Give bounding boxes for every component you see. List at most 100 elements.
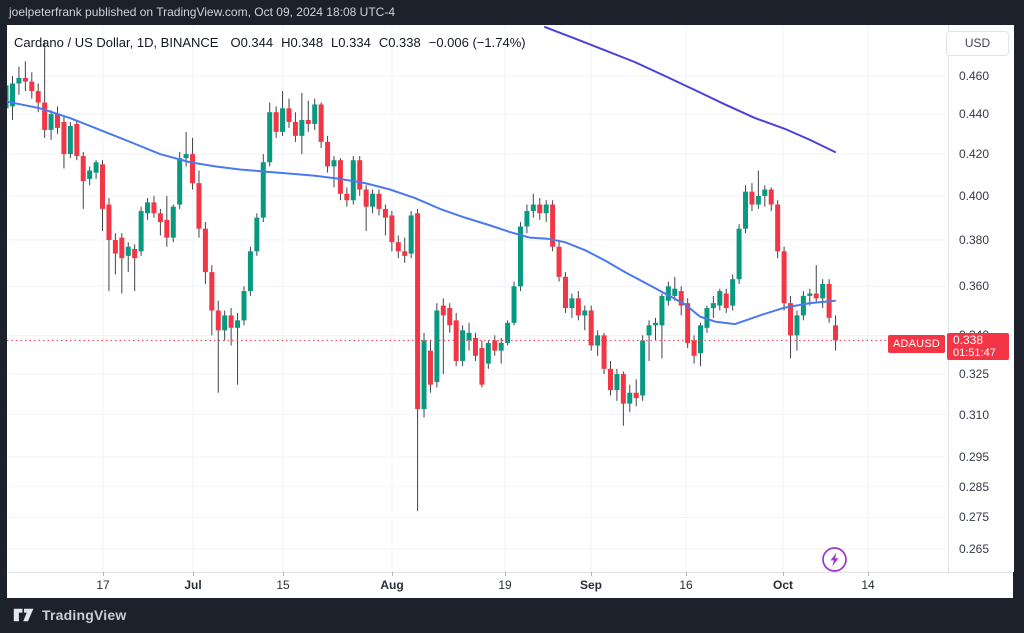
candle-body (678, 291, 684, 306)
candle-body (74, 123, 80, 157)
time-axis-label: Aug (380, 578, 404, 592)
time-axis-label: Oct (772, 578, 793, 592)
idea-flash-marker[interactable] (820, 545, 849, 574)
candle-body (665, 286, 671, 301)
candle-body (633, 392, 639, 399)
candle-body (267, 112, 273, 163)
last-price-axis-label: 0.338 01:51:47 (947, 333, 1009, 360)
candle-body (460, 330, 466, 361)
candle-body (55, 114, 61, 128)
candle-body (106, 204, 112, 240)
candle-body (620, 374, 626, 404)
candle-body (440, 305, 446, 316)
candle-body (247, 251, 253, 292)
candle-body (389, 215, 395, 243)
candle-body (794, 315, 800, 336)
candle-body (717, 291, 723, 306)
candle-body (466, 332, 472, 341)
candle-body (485, 342, 491, 364)
candle-body (755, 195, 761, 205)
candle-body (87, 170, 93, 179)
price-axis-label: 0.310 (959, 407, 990, 422)
candle-body (659, 295, 665, 326)
candle-body (370, 193, 376, 207)
candle-body (93, 162, 99, 173)
candle-body (434, 310, 440, 383)
candle-body (132, 249, 138, 259)
candle-body (537, 204, 543, 214)
currency-toggle-button[interactable]: USD (946, 31, 1009, 56)
time-axis-label: 17 (96, 578, 110, 592)
time-axis-label: 14 (861, 578, 875, 592)
candle-body (286, 108, 292, 122)
candle-body (607, 368, 613, 391)
candle-body (119, 237, 125, 259)
candle-body (736, 228, 742, 280)
publish-attribution-bar: joelpeterfrank published on TradingView.… (0, 0, 1024, 25)
candle-body (833, 325, 839, 341)
tradingview-link[interactable]: TradingView (13, 606, 126, 624)
ohlc-open: O0.344 (230, 35, 274, 50)
candle-body (241, 291, 247, 321)
time-axis-tick (783, 572, 784, 576)
candle-body (614, 374, 620, 391)
bar-countdown: 01:51:47 (953, 347, 996, 359)
candle-body (376, 193, 382, 209)
candle-body (125, 246, 131, 256)
price-axis-label: 0.295 (959, 450, 990, 465)
candlestick-chart[interactable] (7, 25, 948, 572)
candle-body (530, 204, 536, 212)
candle-body (22, 77, 28, 82)
ohlc-low: L0.334 (331, 35, 371, 50)
candle-body (775, 204, 781, 252)
candle-body (145, 202, 151, 214)
candle-body (35, 91, 41, 103)
price-axis-label: 0.265 (959, 542, 990, 557)
candle-body (807, 293, 813, 296)
price-axis-label: 0.440 (959, 107, 990, 122)
time-axis-tick (505, 572, 506, 576)
price-axis-label: 0.360 (959, 279, 990, 294)
candle-body (318, 104, 324, 142)
candle-body (698, 325, 704, 354)
tradingview-logo-icon (13, 608, 34, 622)
candle-body (762, 189, 768, 196)
candle-body (743, 191, 749, 229)
candle-body (222, 315, 228, 331)
last-price-symbol-badge: ADAUSD (888, 335, 945, 353)
time-axis-tick (868, 572, 869, 576)
candle-body (601, 335, 607, 369)
candle-body (7, 85, 9, 109)
candle-body (183, 154, 189, 159)
candle-body (550, 204, 556, 247)
candle-body (562, 276, 568, 309)
ohlc-high: H0.348 (281, 35, 324, 50)
blue_ma_line (7, 100, 836, 326)
attribution-text: joelpeterfrank published on TradingView.… (9, 5, 396, 19)
candle-body (170, 206, 176, 238)
ohlc-close: C0.338 (378, 35, 421, 50)
candle-body (569, 298, 575, 309)
candle-body (653, 322, 658, 326)
time-axis-label: 15 (276, 578, 290, 592)
candle-body (402, 251, 408, 256)
lightning-icon (830, 552, 839, 567)
time-axis[interactable]: 17 Jul 15 Aug 19 Sep 16 Oct 14 (7, 572, 1013, 598)
candle-body (582, 310, 588, 316)
candle-body (800, 295, 806, 316)
candle-body (190, 154, 196, 184)
time-axis-tick (686, 572, 687, 576)
candle-body (254, 217, 260, 252)
price-axis-label: 0.325 (959, 367, 990, 382)
time-axis-tick (103, 572, 104, 576)
candle-body (80, 156, 86, 182)
candle-body (344, 193, 350, 201)
candle-body (325, 141, 331, 167)
candle-body (447, 308, 453, 326)
candle-body (453, 320, 459, 361)
candle-body (768, 189, 774, 205)
change-value: −0.006 (−1.74%) (428, 35, 526, 50)
candle-body (177, 158, 183, 205)
price-axis[interactable]: 0.4600.4400.4200.4000.3800.3600.3400.325… (948, 25, 1014, 572)
